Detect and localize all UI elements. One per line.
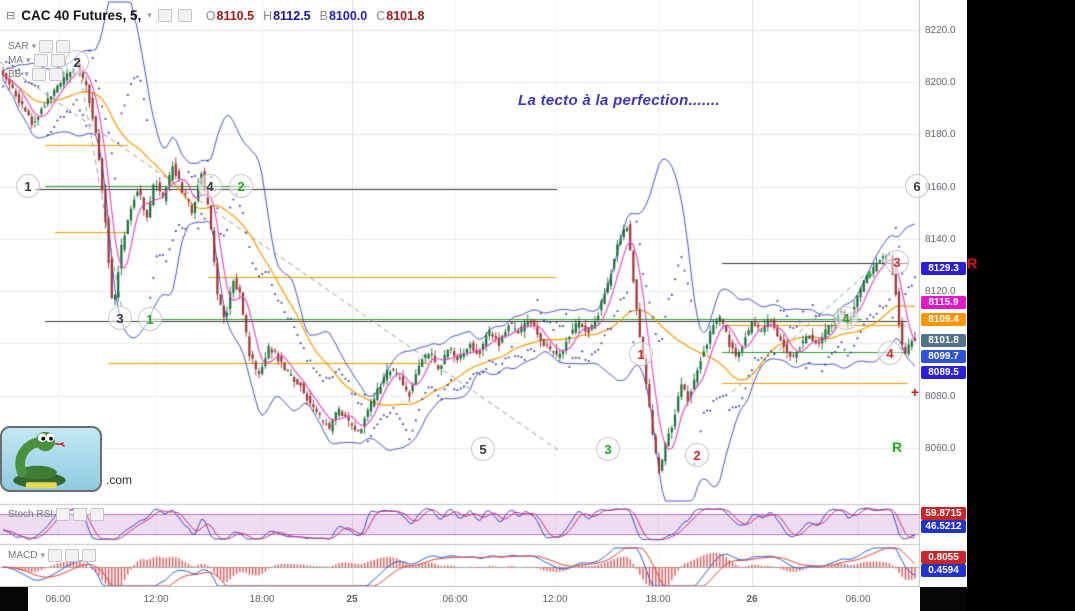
wave-label[interactable]: 3: [108, 306, 132, 330]
chevron-down-icon[interactable]: ▾: [24, 69, 29, 79]
indicator-row-macd: MACD ▾: [8, 549, 96, 562]
price-chart-canvas[interactable]: [0, 0, 920, 587]
chevron-down-icon[interactable]: ▾: [147, 10, 152, 20]
wave-label[interactable]: 1: [16, 174, 40, 198]
r-marker[interactable]: R: [891, 439, 903, 455]
price-badge: 8099.7: [921, 349, 966, 363]
ohlc-readout: O8110.5 H8112.5 B8100.0 C8101.8: [206, 9, 425, 23]
indicator-stoch-rsi-label[interactable]: Stoch RSI: [8, 509, 54, 520]
wave-label[interactable]: 2: [685, 443, 709, 467]
price-badge: 8115.9: [921, 295, 966, 309]
right-black-margin: [967, 0, 1075, 611]
price-tick-label: 8060.0: [925, 442, 956, 454]
stoch-value-badge: 46.5212: [921, 519, 966, 533]
macd-value-badge: 0.8055: [921, 550, 966, 564]
close-value: C8101.8: [376, 8, 425, 23]
wave-label[interactable]: 5: [471, 437, 495, 461]
settings-icon[interactable]: [50, 54, 65, 67]
bottom-right-black-corner: [920, 587, 967, 611]
wave-label[interactable]: 4: [878, 341, 902, 365]
header-button-2[interactable]: [177, 9, 192, 22]
header-button-1[interactable]: [157, 9, 172, 22]
time-axis-label: 06:00: [45, 594, 71, 605]
chevron-down-icon[interactable]: ▾: [26, 55, 31, 65]
chevron-down-icon[interactable]: ▾: [40, 550, 45, 560]
time-axis-label: 26: [746, 594, 758, 605]
time-axis-label: 06:00: [442, 594, 468, 605]
indicator-sar-label[interactable]: SAR: [8, 41, 29, 52]
eye-icon[interactable]: [39, 40, 54, 53]
macd-value-badge: 0.4594: [921, 563, 966, 577]
annotation-text[interactable]: La tecto à la perfection.......: [518, 92, 720, 109]
wave-label[interactable]: 3: [596, 437, 620, 461]
snake-logo: [0, 426, 102, 492]
price-badge: 8129.3: [921, 261, 966, 275]
time-axis[interactable]: 06:00 12:00 18:00 25 06:00 12:00 18:00 26 06:00: [0, 587, 920, 611]
low-value: B8100.0: [319, 8, 368, 23]
more-icon[interactable]: [90, 508, 105, 521]
indicator-row-sar: SAR ▾: [8, 40, 71, 53]
settings-icon[interactable]: [56, 40, 71, 53]
indicator-bb-label[interactable]: BB: [8, 69, 22, 80]
indicator-row-bb: BB ▾: [8, 68, 63, 81]
time-axis-label: 12:00: [143, 594, 169, 605]
price-tick-label: 8140.0: [925, 233, 956, 245]
settings-icon[interactable]: [64, 549, 79, 562]
price-tick-label: 8200.0: [925, 77, 956, 89]
eye-icon[interactable]: [47, 549, 62, 562]
time-axis-label: 18:00: [249, 594, 275, 605]
price-axis[interactable]: 8220.08200.08180.08160.08140.08120.08100…: [920, 0, 967, 587]
wave-label[interactable]: 6: [905, 174, 929, 198]
plus-marker[interactable]: +: [865, 267, 873, 283]
price-tick-label: 8160.0: [925, 181, 956, 193]
wave-label[interactable]: 2: [65, 50, 89, 74]
settings-icon[interactable]: [48, 68, 63, 81]
price-tick-label: 8220.0: [925, 25, 956, 36]
wave-label[interactable]: 2: [229, 174, 253, 198]
chevron-down-icon[interactable]: ▾: [31, 41, 37, 51]
price-badge: 8109.4: [921, 312, 966, 326]
bottom-left-black-corner: [0, 587, 28, 611]
eye-icon[interactable]: [31, 68, 46, 81]
price-tick-label: 8180.0: [925, 129, 956, 141]
plus-marker[interactable]: +: [910, 384, 920, 400]
time-axis-label: 25: [346, 594, 358, 605]
snake-illustration: [13, 431, 66, 489]
watermark-text: .com: [106, 473, 133, 487]
collapse-icon[interactable]: ⊟: [6, 10, 16, 22]
price-badge: 8101.8: [921, 333, 966, 347]
wave-label[interactable]: 1: [629, 342, 653, 366]
stoch-value-badge: 59.8715: [921, 506, 966, 520]
time-axis-label: 06:00: [845, 594, 871, 605]
symbol-title[interactable]: CAC 40 Futures, 5,: [21, 8, 142, 23]
price-badge: 8089.5: [921, 365, 966, 379]
time-axis-label: 18:00: [645, 594, 671, 605]
more-icon[interactable]: [81, 549, 96, 562]
wave-label[interactable]: 4: [834, 306, 858, 330]
eye-icon[interactable]: [56, 508, 71, 521]
time-axis-label: 12:00: [542, 594, 568, 605]
settings-icon[interactable]: [73, 508, 88, 521]
r-marker[interactable]: R: [966, 255, 978, 273]
high-value: H8112.5: [263, 8, 311, 23]
chart-header: ⊟ CAC 40 Futures, 5, ▾ O8110.5 H8112.5 B…: [6, 8, 424, 23]
indicator-row-stoch-rsi: Stoch RSI: [8, 508, 105, 521]
open-value: O8110.5: [205, 8, 255, 23]
indicator-row-ma: MA ▾: [8, 54, 65, 67]
indicator-macd-label[interactable]: MACD: [8, 550, 38, 561]
wave-label[interactable]: 3: [885, 250, 909, 274]
wave-label[interactable]: 4: [198, 174, 222, 198]
indicator-ma-label[interactable]: MA: [8, 55, 23, 66]
wave-label[interactable]: 1: [138, 307, 162, 331]
eye-icon[interactable]: [33, 54, 48, 67]
price-tick-label: 8080.0: [925, 390, 956, 402]
price-tick-label: 8120.0: [925, 286, 956, 298]
